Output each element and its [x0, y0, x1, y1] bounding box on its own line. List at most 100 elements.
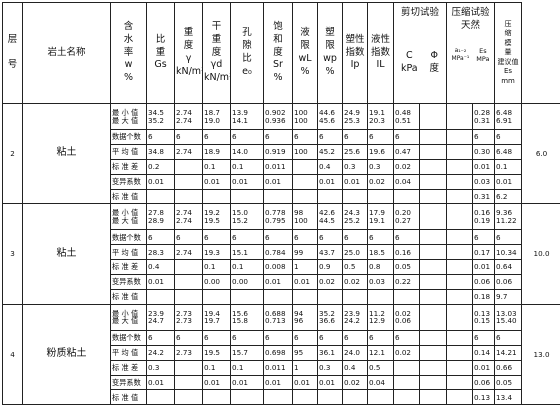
cell-value [342, 188, 368, 205]
cell-value: 0.02 [317, 274, 343, 291]
cell-value: 15.6 15.8 [230, 303, 264, 331]
cell-value: 6 [202, 129, 231, 145]
cell-value [418, 203, 448, 231]
header-compress-sub: a₁₋₂ MPa⁻¹ Es MPa [448, 47, 493, 65]
cell-value: 18.9 [202, 143, 231, 160]
cell-value: 0.01 [202, 173, 231, 190]
cell-value: 2.73 2.73 [174, 303, 203, 331]
row-label: 数据个数 [110, 129, 147, 145]
row-label: 平 均 值 [110, 143, 147, 160]
cell-value: 0.05 [393, 259, 420, 276]
cell-value [146, 188, 175, 205]
cell-value [174, 289, 203, 305]
cell-value: 6.2 [494, 188, 523, 205]
cell-value [418, 259, 448, 276]
row-label: 标 准 值 [110, 289, 147, 305]
cell-value: 1 [292, 259, 318, 276]
cell-value: 0.3 [317, 359, 343, 376]
cell-value: 13.9 14.1 [230, 103, 264, 130]
cell-value: 0.17 [472, 244, 496, 261]
cell-value [418, 344, 448, 361]
table-row: 平 均 值 28.3 2.74 19.3 15.1 0.784 99 43.7 25.0 18.5… [3, 244, 560, 261]
cell-value: 0.1 [230, 259, 264, 276]
header-phi-text: Φ 度 [429, 49, 440, 74]
cell-value: 43.7 [317, 244, 343, 261]
table-row: 数据个数 6 6 6 6 6 6 6 6 6 6 6 6 [3, 229, 560, 246]
cell-value: 0.22 [393, 274, 420, 291]
cell-value [230, 289, 264, 305]
cell-value: 0.13 0.15 [472, 303, 496, 331]
cell-value: 0.02 [367, 173, 394, 190]
layer-number: 4 [2, 303, 23, 406]
cell-value: 6 [292, 229, 318, 246]
cell-value: 0.01 [472, 158, 496, 175]
layer-name: 粉质粘土 [22, 303, 111, 406]
cell-value [418, 103, 448, 130]
cell-value: 0.48 0.51 [393, 103, 420, 130]
cell-value: 0.05 [494, 374, 523, 391]
cell-value [292, 158, 318, 175]
header-shear-sub: C kPa Φ 度 [395, 50, 445, 76]
cell-value [393, 188, 420, 205]
cell-value: 0.9 [317, 259, 343, 276]
cell-value: 0.16 [393, 244, 420, 261]
cell-value [418, 359, 448, 376]
header-gamma-text: 重 度 γ kN/m³ [176, 27, 203, 77]
cell-value: 24.3 25.2 [342, 203, 368, 231]
cell-value: 44.6 45.6 [317, 103, 343, 130]
cell-value: 6 [393, 129, 420, 145]
row-label: 标 准 差 [110, 259, 147, 276]
header-wp: 塑 限 wp % [317, 2, 343, 104]
table-row: 标 准 值 0.31 6.2 [3, 188, 560, 205]
cell-value: 6 [472, 129, 496, 145]
header-il: 液性 指数 IL [367, 2, 394, 104]
header-name-text: 岩土名称 [47, 46, 86, 58]
cell-value [202, 389, 231, 406]
row-label: 变异系数 [110, 173, 147, 190]
header-sr: 饱 和 度 Sr % [263, 2, 293, 104]
cell-value [446, 103, 474, 130]
header-name: 岩土名称 [22, 2, 111, 104]
cell-value: 6.48 [494, 143, 523, 160]
cell-value: 6 [472, 329, 496, 346]
layer-name: 粘土 [22, 203, 111, 305]
cell-value: 6 [263, 229, 293, 246]
cell-value: 6 [342, 229, 368, 246]
cell-value [418, 158, 448, 175]
cell-value: 6 [472, 229, 496, 246]
cell-value: 6 [174, 229, 203, 246]
cell-value: 25.6 [342, 143, 368, 160]
header-shear: 剪切试验 C kPa Φ 度 [392, 2, 448, 104]
table-row: 变异系数 0.01 0.01 0.01 0.01 0.01 0.01 0.02 0.04 0.03… [3, 173, 560, 190]
cell-value: 0.06 [494, 274, 523, 291]
cell-value: 1 [292, 359, 318, 376]
cell-value: 0.01 [263, 374, 293, 391]
header-esval-text: 压 缩 模 量 建议值 Es mm [497, 19, 519, 85]
row-label: 标 准 差 [110, 359, 147, 376]
cell-value: 0.5 [342, 259, 368, 276]
cell-value [446, 129, 474, 145]
cell-value: 0.01 [230, 374, 264, 391]
row-label: 最 小 值 最 大 值 [110, 203, 147, 231]
cell-value: 6 [393, 229, 420, 246]
cell-value: 19.6 [367, 143, 394, 160]
es-suggested-value: 13.0 [521, 303, 560, 406]
cell-value [446, 188, 474, 205]
cell-value: 19.3 [202, 244, 231, 261]
cell-value: 6 [263, 129, 293, 145]
cell-value: 95 [292, 344, 318, 361]
cell-value: 19.5 [202, 344, 231, 361]
header-wl: 液 限 wL % [292, 2, 318, 104]
cell-value: 0.1 [230, 158, 264, 175]
cell-value: 0.4 [342, 359, 368, 376]
cell-value: 0.688 0.713 [263, 303, 293, 331]
layer-number: 2 [2, 102, 23, 205]
cell-value [418, 274, 448, 291]
row-label: 标 准 差 [110, 158, 147, 175]
cell-value [418, 303, 448, 331]
cell-value: 6 [494, 329, 523, 346]
cell-value [446, 244, 474, 261]
cell-value: 9.7 [494, 289, 523, 305]
cell-value [446, 303, 474, 331]
